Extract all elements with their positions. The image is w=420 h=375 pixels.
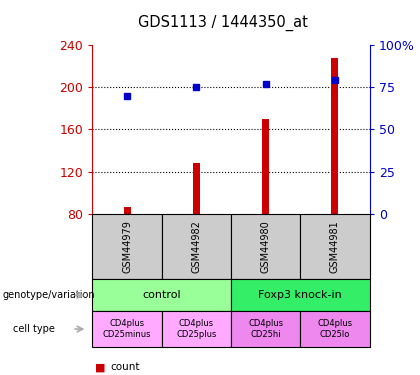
Text: GDS1113 / 1444350_at: GDS1113 / 1444350_at bbox=[138, 14, 307, 31]
Text: Foxp3 knock-in: Foxp3 knock-in bbox=[258, 290, 342, 300]
Text: GSM44980: GSM44980 bbox=[261, 220, 270, 273]
Text: GSM44982: GSM44982 bbox=[192, 220, 201, 273]
Text: CD4plus
CD25hi: CD4plus CD25hi bbox=[248, 320, 283, 339]
Text: genotype/variation: genotype/variation bbox=[2, 290, 95, 300]
Text: cell type: cell type bbox=[13, 324, 55, 334]
Bar bbox=[331, 58, 339, 214]
Text: CD4plus
CD25lo: CD4plus CD25lo bbox=[318, 320, 352, 339]
Text: GSM44981: GSM44981 bbox=[330, 220, 340, 273]
Text: control: control bbox=[142, 290, 181, 300]
Bar bbox=[193, 163, 200, 214]
Text: ■: ■ bbox=[94, 363, 105, 372]
Bar bbox=[123, 207, 131, 214]
Text: CD4plus
CD25plus: CD4plus CD25plus bbox=[176, 320, 217, 339]
Text: count: count bbox=[110, 363, 140, 372]
Text: CD4plus
CD25minus: CD4plus CD25minus bbox=[103, 320, 151, 339]
Bar bbox=[262, 119, 269, 214]
Text: GSM44979: GSM44979 bbox=[122, 220, 132, 273]
